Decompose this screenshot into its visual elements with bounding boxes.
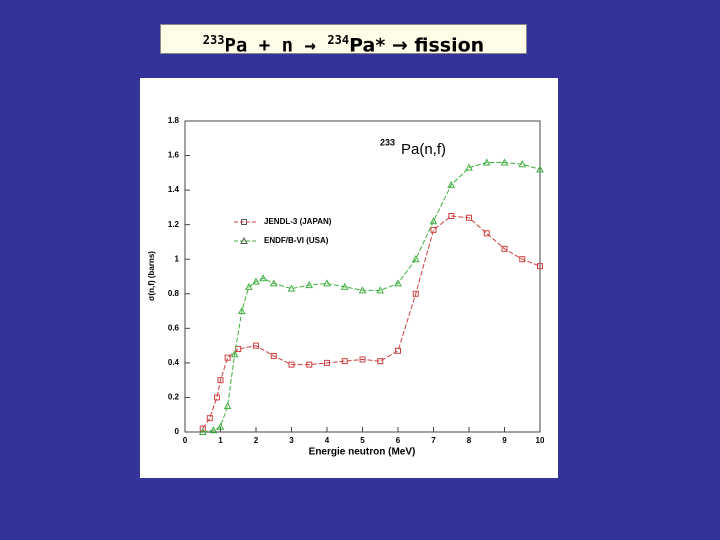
x-tick-label: 2 bbox=[254, 436, 259, 445]
marker bbox=[199, 425, 206, 432]
title-text: Pa + n → bbox=[224, 34, 328, 57]
marker bbox=[245, 282, 253, 290]
marker bbox=[252, 277, 260, 285]
legend-label: JENDL-3 (JAPAN) bbox=[264, 217, 332, 226]
x-axis-label: Energie neutron (MeV) bbox=[309, 447, 416, 458]
marker bbox=[501, 245, 508, 252]
y-tick-label: 0.4 bbox=[168, 358, 180, 367]
marker bbox=[305, 281, 314, 289]
x-tick-label: 3 bbox=[289, 436, 294, 445]
chart-panel bbox=[140, 78, 558, 478]
marker bbox=[206, 415, 213, 422]
marker bbox=[237, 307, 246, 315]
x-tick-label: 6 bbox=[396, 436, 401, 445]
marker bbox=[394, 279, 402, 287]
marker bbox=[519, 256, 526, 263]
legend-label: ENDF/B-VI (USA) bbox=[264, 236, 329, 245]
marker bbox=[429, 217, 438, 225]
x-tick-label: 1 bbox=[218, 436, 223, 445]
y-axis-label: σ(n,f) (barns) bbox=[147, 251, 156, 301]
marker bbox=[500, 158, 509, 166]
series-line bbox=[202, 161, 541, 433]
marker bbox=[217, 377, 224, 384]
marker bbox=[223, 402, 232, 410]
marker bbox=[482, 158, 491, 166]
y-tick-label: 1.6 bbox=[168, 151, 180, 160]
y-tick-label: 1.4 bbox=[168, 185, 180, 194]
y-tick-label: 0 bbox=[175, 427, 180, 436]
y-tick-label: 1.2 bbox=[168, 220, 180, 229]
marker bbox=[536, 165, 544, 173]
marker bbox=[270, 352, 277, 359]
marker bbox=[340, 282, 349, 290]
marker bbox=[209, 426, 218, 434]
marker bbox=[287, 284, 296, 292]
marker bbox=[306, 361, 313, 368]
x-tick-label: 7 bbox=[431, 436, 436, 445]
marker bbox=[466, 214, 472, 221]
marker bbox=[395, 347, 401, 354]
y-tick-label: 1.8 bbox=[168, 116, 180, 125]
marker bbox=[448, 213, 455, 220]
marker bbox=[483, 230, 490, 237]
y-tick-label: 1 bbox=[175, 254, 180, 263]
x-tick-label: 4 bbox=[325, 436, 330, 445]
marker bbox=[518, 160, 527, 168]
marker bbox=[430, 226, 437, 233]
marker bbox=[269, 279, 278, 287]
mass-number: 234 bbox=[327, 33, 350, 47]
x-tick-label: 0 bbox=[183, 436, 188, 445]
title-text: Pa* → fission bbox=[349, 34, 485, 57]
annotation: Pa(n,f) bbox=[401, 141, 446, 158]
marker bbox=[324, 359, 330, 366]
annotation-mass: 233 bbox=[380, 137, 395, 147]
marker bbox=[213, 394, 220, 401]
marker bbox=[288, 361, 295, 368]
marker bbox=[216, 422, 225, 430]
x-tick-label: 10 bbox=[536, 436, 545, 445]
marker bbox=[412, 290, 419, 297]
marker bbox=[359, 356, 366, 363]
marker bbox=[224, 354, 231, 361]
marker bbox=[411, 255, 420, 263]
x-tick-label: 9 bbox=[502, 436, 507, 445]
y-tick-label: 0.6 bbox=[168, 323, 180, 332]
marker bbox=[537, 263, 543, 270]
marker bbox=[230, 350, 239, 358]
slide-title: 233Pa + n → 234Pa* → fission bbox=[160, 24, 527, 57]
y-tick-label: 0.8 bbox=[168, 289, 180, 298]
marker bbox=[323, 279, 331, 287]
marker bbox=[377, 358, 384, 365]
marker bbox=[376, 286, 385, 294]
marker bbox=[358, 286, 367, 294]
marker bbox=[341, 358, 348, 365]
marker bbox=[259, 274, 267, 282]
marker bbox=[465, 163, 473, 171]
x-tick-label: 5 bbox=[360, 436, 365, 445]
series-line bbox=[202, 215, 541, 429]
x-tick-label: 8 bbox=[467, 436, 472, 445]
marker bbox=[253, 342, 259, 349]
mass-number: 233 bbox=[202, 33, 225, 47]
y-tick-label: 0.2 bbox=[168, 393, 180, 402]
marker bbox=[447, 180, 456, 188]
marker bbox=[198, 427, 207, 435]
